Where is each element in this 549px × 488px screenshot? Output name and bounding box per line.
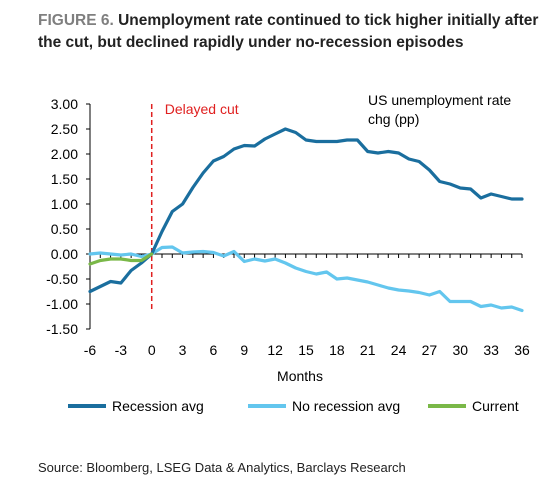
legend-label-recession: Recession avg	[112, 398, 204, 414]
x-tick-label: 3	[179, 342, 187, 358]
chart-labels: 3.00 2.50 2.00 1.50 1.00 0.50 0.00 -0.50 -1.00 -1…	[46, 92, 530, 384]
legend-label-no-recession: No recession avg	[292, 398, 401, 414]
y-tick-label: -1.50	[46, 321, 78, 337]
x-tick-label: 30	[452, 342, 468, 358]
y-tick-label: -1.00	[46, 296, 78, 312]
y-tick-label: -0.50	[46, 271, 78, 287]
y-tick-label: 0.00	[51, 246, 78, 262]
legend-item-current: Current	[428, 398, 519, 414]
x-tick-label: 33	[483, 342, 499, 358]
legend-swatch-current	[428, 404, 466, 408]
y-tick-label: 0.50	[51, 221, 78, 237]
y-tick-label: 3.00	[51, 96, 78, 112]
source-note: Source: Bloomberg, LSEG Data & Analytics…	[38, 460, 406, 475]
x-tick-label: 27	[422, 342, 438, 358]
chart-legend: Recession avg No recession avg Current	[68, 398, 538, 418]
chart-title: FIGURE 6. Unemployment rate continued to…	[38, 10, 543, 54]
figure-title: Unemployment rate continued to tick high…	[38, 12, 539, 51]
x-tick-label: 18	[329, 342, 345, 358]
x-tick-label: 0	[148, 342, 156, 358]
y-tick-label: 2.50	[51, 121, 78, 137]
legend-item-recession: Recession avg	[68, 398, 204, 414]
x-axis-title: Months	[277, 368, 323, 384]
x-tick-label: 12	[267, 342, 283, 358]
y-tick-label: 1.50	[51, 171, 78, 187]
x-tick-label: 21	[360, 342, 376, 358]
series-line-no-recession-avg	[88, 245, 524, 313]
x-tick-label: 6	[210, 342, 218, 358]
x-tick-label: 36	[514, 342, 530, 358]
x-tick-label: -6	[84, 342, 97, 358]
series-line-recession-avg	[88, 127, 524, 294]
x-tick-label: 24	[391, 342, 407, 358]
x-tick-label: -3	[115, 342, 128, 358]
legend-swatch-recession	[68, 404, 106, 408]
series-line-current	[88, 252, 154, 266]
chart-series	[88, 104, 524, 313]
x-tick-label: 9	[240, 342, 248, 358]
legend-item-no-recession: No recession avg	[248, 398, 400, 414]
chart-inline-label: US unemployment rate chg (pp)	[368, 92, 511, 127]
y-tick-label: 1.00	[51, 196, 78, 212]
y-tick-label: 2.00	[51, 146, 78, 162]
figure-label: FIGURE 6.	[38, 12, 114, 29]
legend-label-current: Current	[472, 398, 519, 414]
x-tick-label: 15	[298, 342, 314, 358]
legend-swatch-no-recession	[248, 404, 286, 408]
delayed-cut-annotation: Delayed cut	[165, 101, 239, 117]
